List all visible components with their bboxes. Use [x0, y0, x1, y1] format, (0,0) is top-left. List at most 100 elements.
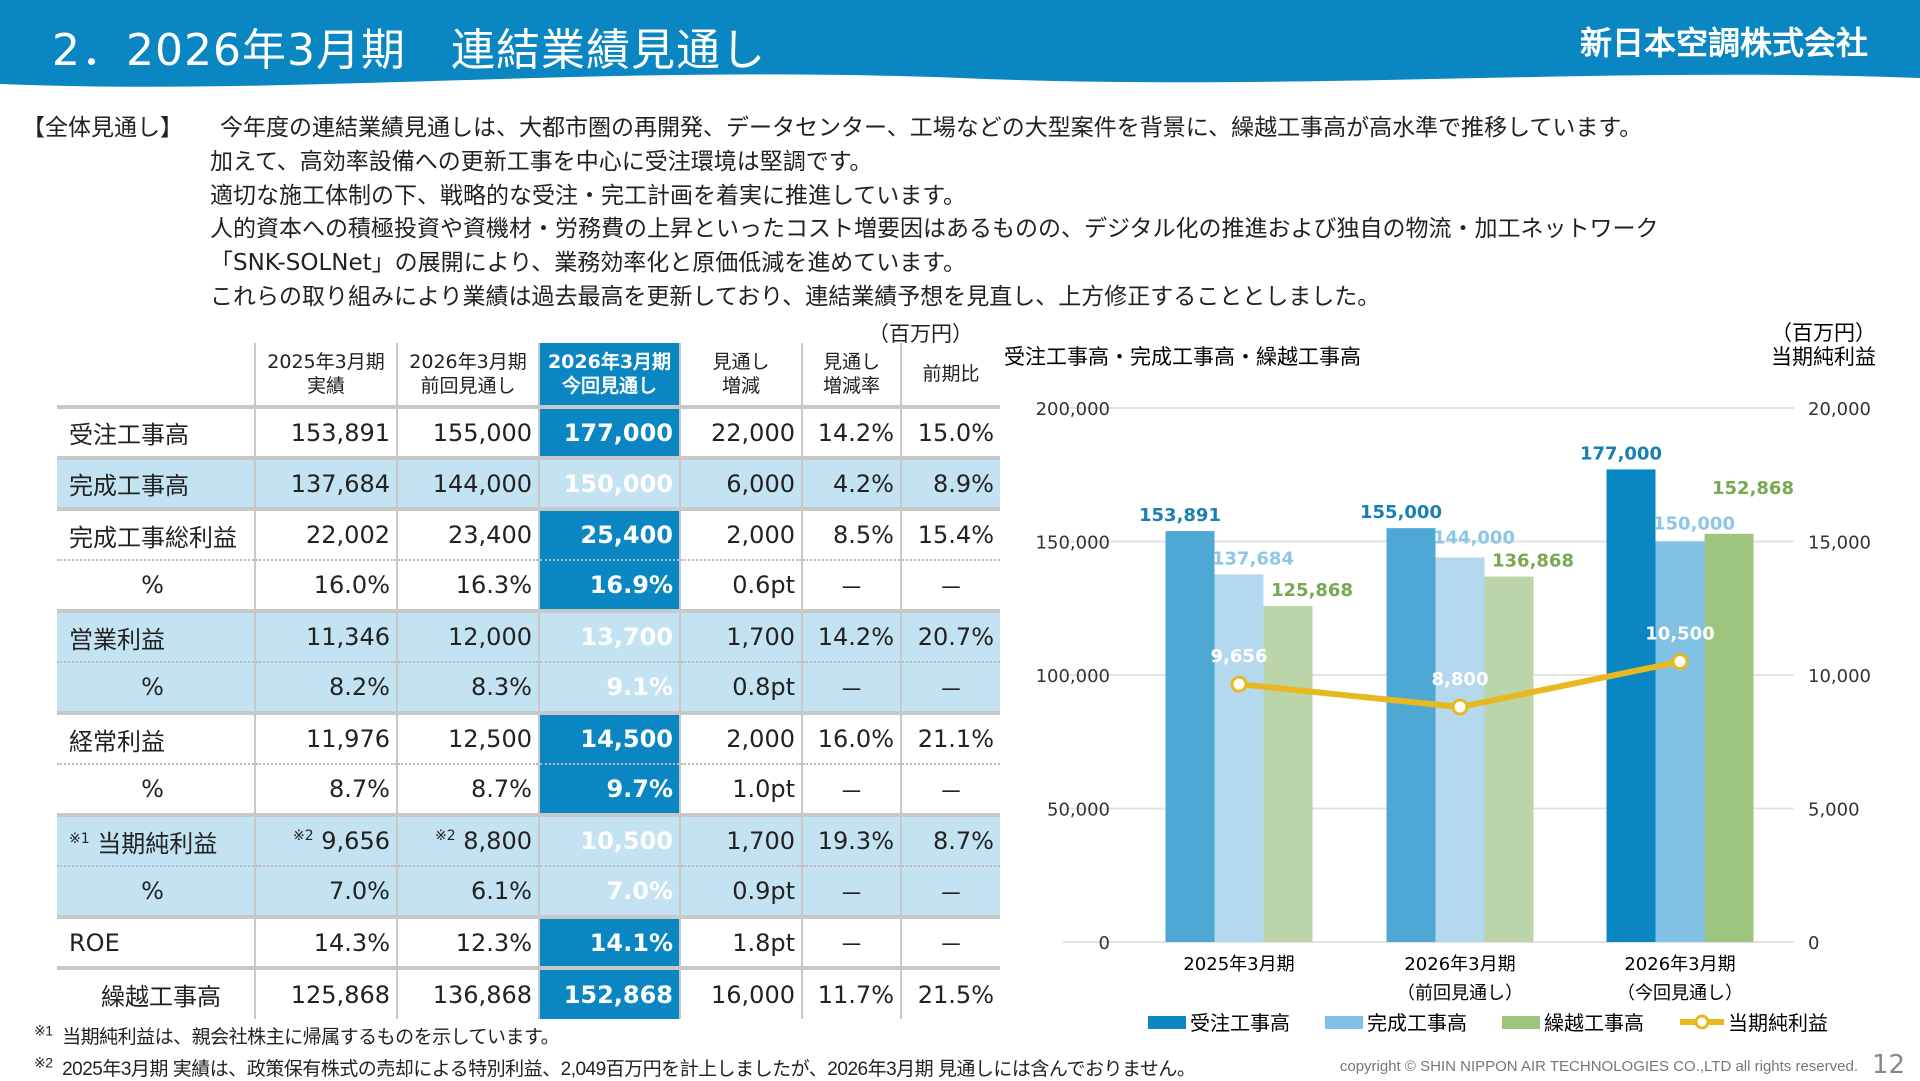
table-cell: －	[801, 915, 901, 968]
row-label: ※1 当期純利益	[57, 813, 255, 866]
bar-data-label: 153,891	[1139, 505, 1221, 526]
overview-label: 【全体見通し】	[22, 115, 183, 141]
legend-label: 当期純利益	[1728, 1011, 1828, 1035]
row-label: 完成工事高	[57, 456, 255, 509]
table-cell: 15.4%	[900, 507, 1000, 560]
table-cell: 19.3%	[801, 813, 901, 866]
table-cell: ※2 9,656	[254, 813, 397, 866]
table-cell: 16.0%	[801, 711, 901, 764]
table-cell: 0.8pt	[679, 661, 802, 713]
table-cell: 177,000	[538, 405, 680, 458]
table-cell: 0.9pt	[679, 865, 802, 917]
row-label: %	[57, 661, 255, 713]
table-row: % 8.2% 8.3% 9.1% 0.8pt －－	[57, 661, 1000, 713]
table-cell: 10,500	[538, 813, 680, 866]
bar-完成工事高	[1214, 574, 1264, 942]
row-label: %	[57, 559, 255, 611]
table-cell: 22,002	[254, 507, 397, 560]
table-cell: 7.0%	[254, 865, 397, 917]
table-cell: 14,500	[538, 711, 680, 764]
column-header: 見通し 増減	[679, 343, 802, 407]
footnote-text: 当期純利益は、親会社株主に帰属するものを示しています。	[62, 1027, 560, 1048]
table-cell: 20.7%	[900, 609, 1000, 662]
column-header: 2026年3月期 前回見通し	[396, 343, 539, 407]
bar-data-label: 150,000	[1653, 514, 1735, 535]
header-line: 前回見通し	[420, 375, 516, 397]
table-cell: ※2 8,800	[396, 813, 539, 866]
bar-繰越工事高	[1704, 533, 1754, 942]
table-row: 完成工事高 137,684 144,000 150,000 6,000 4.2% 8.9%	[57, 456, 1000, 509]
y2-tick-label: 20,000	[1808, 399, 1871, 420]
table-cell: 6,000	[679, 456, 802, 509]
table-cell: 150,000	[538, 456, 680, 509]
table-cell: 4.2%	[801, 456, 901, 509]
page-title: 2．2026年3月期 連結業績見通し	[52, 25, 766, 76]
row-label: 経常利益	[57, 711, 255, 764]
table-cell: －	[801, 763, 901, 815]
column-header: 見通し 増減率	[801, 343, 901, 407]
table-row: % 8.7% 8.7% 9.7% 1.0pt －－	[57, 763, 1000, 815]
y-tick-label: 100,000	[1036, 666, 1110, 687]
bar-完成工事高	[1435, 557, 1485, 942]
table-cell: 152,868	[538, 966, 680, 1019]
table-cell: 25,400	[538, 507, 680, 560]
table-cell: 11,976	[254, 711, 397, 764]
table-cell: 136,868	[396, 966, 539, 1019]
table-cell: 155,000	[396, 405, 539, 458]
line-data-label: 10,500	[1645, 624, 1714, 645]
forecast-table: 2025年3月期 実績 2026年3月期 前回見通し 2026年3月期 今回見通し 見通し増…	[57, 343, 1000, 1019]
table-cell: 14.1%	[538, 915, 680, 968]
table-cell: －	[900, 865, 1000, 917]
legend-swatch	[1325, 1016, 1363, 1029]
table-cell: 14.2%	[801, 609, 901, 662]
bar-受注工事高	[1606, 469, 1656, 942]
table-unit: （百万円）	[868, 322, 973, 346]
footnote-text: 2025年3月期 実績は、政策保有株式の売却による特別利益、2,049百万円を計…	[62, 1059, 1196, 1080]
table-cell: 8.2%	[254, 661, 397, 713]
legend-marker	[1694, 1014, 1710, 1030]
bar-data-label: 137,684	[1212, 548, 1294, 569]
overview-line: これらの取り組みにより業績は過去最高を更新しており、連結業績予想を見直し、上方修…	[210, 283, 1381, 310]
row-label-text: %	[141, 877, 164, 905]
table-cell: 8.7%	[900, 813, 1000, 866]
header-line: 前期比	[922, 363, 980, 385]
y2-tick-label: 5,000	[1808, 800, 1860, 821]
footnote-2: ※2 2025年3月期 実績は、政策保有株式の売却による特別利益、2,049百万…	[34, 1054, 1196, 1081]
row-label-text: 繰越工事高	[101, 983, 221, 1011]
bar-data-label: 136,868	[1492, 551, 1574, 572]
table-cell: 7.0%	[538, 865, 680, 917]
bar-繰越工事高	[1484, 576, 1534, 942]
table-cell: －	[900, 661, 1000, 713]
row-label: %	[57, 865, 255, 917]
row-label-text: %	[141, 571, 164, 599]
table-cell: 21.1%	[900, 711, 1000, 764]
company-name: 新日本空調株式会社	[1579, 24, 1868, 62]
legend-swatch	[1502, 1016, 1540, 1029]
table-cell: 8.9%	[900, 456, 1000, 509]
overview-line: 人的資本への積極投資や資機材・労務費の上昇といったコスト増要因はあるものの、デジ…	[210, 216, 1659, 243]
table-cell: 12,000	[396, 609, 539, 662]
x-tick-label: 2026年3月期	[1624, 954, 1735, 975]
note-mark: ※1	[69, 830, 90, 847]
table-cell: 0.6pt	[679, 559, 802, 611]
cell-value: 9,656	[321, 827, 390, 855]
table-cell: 22,000	[679, 405, 802, 458]
header-line: 実績	[306, 375, 345, 397]
table-row: 受注工事高 153,891 155,000 177,000 22,000 14.2% 15.…	[57, 405, 1000, 458]
table-cell: 14.3%	[254, 915, 397, 968]
row-label-text: 完成工事総利益	[69, 523, 237, 552]
row-label-text: %	[141, 673, 164, 701]
table-cell: 6.1%	[396, 865, 539, 917]
table-row: 経常利益 11,976 12,500 14,500 2,000 16.0% 21.1%	[57, 711, 1000, 764]
table-cell: －	[801, 865, 901, 917]
page-number: 12	[1872, 1050, 1906, 1080]
table-cell: 8.7%	[396, 763, 539, 815]
table-cell: 8.5%	[801, 507, 901, 560]
header-line: 2026年3月期	[547, 351, 672, 373]
table-cell: －	[900, 559, 1000, 611]
y2-tick-label: 10,000	[1808, 666, 1871, 687]
bar-data-label: 125,868	[1271, 580, 1353, 601]
table-row: ROE 14.3% 12.3% 14.1% 1.8pt －－	[57, 915, 1000, 968]
table-cell: －	[900, 915, 1000, 968]
